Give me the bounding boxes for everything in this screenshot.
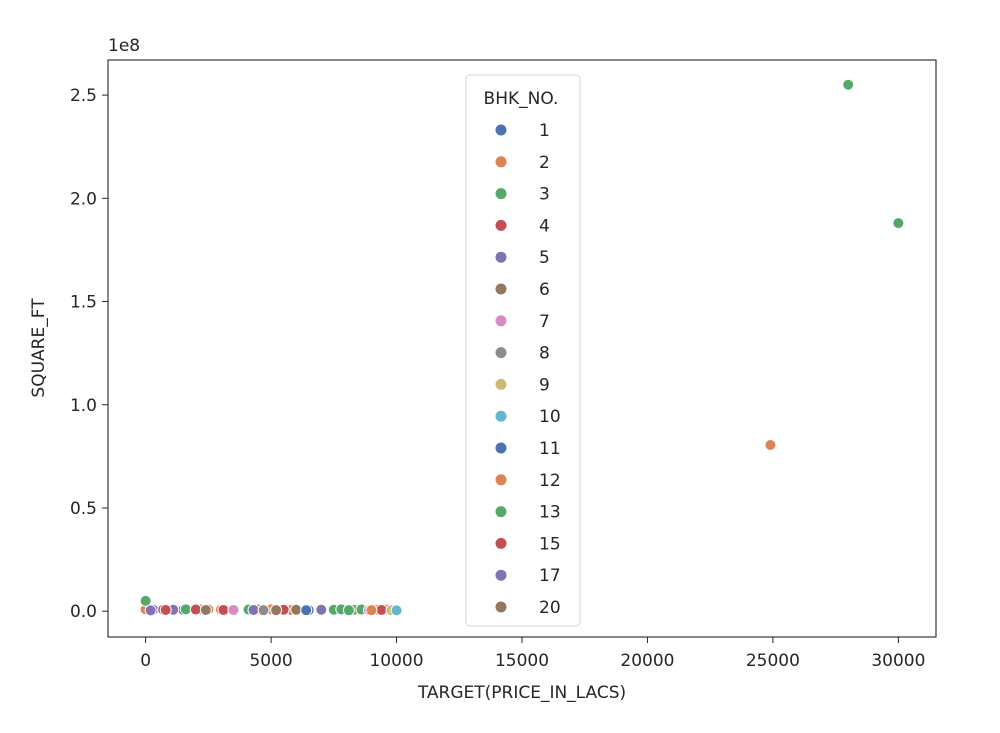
data-point: [179, 603, 192, 616]
y-tick-label: 1.5: [70, 293, 97, 313]
data-point: [199, 603, 212, 616]
legend-label: 13: [539, 503, 561, 523]
x-tick-label: 0: [140, 651, 151, 671]
legend-marker: [494, 473, 508, 487]
legend-label: 1: [539, 121, 550, 141]
legend-label: 5: [539, 248, 550, 268]
legend-marker: [494, 600, 508, 614]
legend-marker: [494, 250, 508, 264]
y-ticks: 0.0 0.5 1.0 1.5 2.0 2.5: [70, 86, 108, 622]
legend-label: 11: [539, 439, 561, 459]
legend-label: 9: [539, 375, 550, 395]
legend-title: BHK_NO.: [484, 89, 559, 109]
x-tick-label: 30000: [871, 651, 925, 671]
legend-label: 4: [539, 216, 550, 236]
data-point: [365, 604, 378, 617]
x-tick-label: 20000: [620, 651, 674, 671]
x-ticks: 0 5000 10000 15000 20000 25000 30000: [140, 637, 925, 671]
legend-label: 6: [539, 280, 550, 300]
points-layer: [139, 78, 905, 617]
data-point: [144, 604, 157, 617]
x-tick-label: 25000: [746, 651, 800, 671]
data-point: [270, 604, 283, 617]
data-point: [892, 217, 905, 230]
legend-marker: [494, 409, 508, 423]
data-point: [247, 603, 260, 616]
data-point: [764, 439, 777, 452]
legend-label: 20: [539, 598, 561, 618]
legend-label: 10: [539, 407, 561, 427]
data-point: [189, 603, 202, 616]
y-offset-label: 1e8: [108, 36, 140, 56]
data-point: [227, 603, 240, 616]
legend-marker: [494, 377, 508, 391]
data-point: [300, 604, 313, 617]
x-axis-label: TARGET(PRICE_IN_LACS): [417, 683, 626, 703]
x-tick-label: 15000: [495, 651, 549, 671]
data-point: [139, 594, 152, 607]
legend-box: [465, 74, 581, 627]
data-point: [290, 603, 303, 616]
y-tick-label: 1.0: [70, 396, 97, 416]
legend-label: 8: [539, 344, 550, 364]
legend-label: 2: [539, 153, 550, 173]
legend-label: 12: [539, 471, 561, 491]
legend-marker: [494, 123, 508, 137]
x-tick-label: 5000: [249, 651, 292, 671]
data-point: [217, 603, 230, 616]
y-tick-label: 2.0: [70, 189, 97, 209]
legend-marker: [494, 187, 508, 201]
legend-label: 3: [539, 185, 550, 205]
data-point: [842, 78, 855, 91]
legend-marker: [494, 346, 508, 360]
y-axis-label: SQUARE_FT: [29, 298, 49, 398]
data-point: [315, 603, 328, 616]
legend-marker: [494, 314, 508, 328]
y-tick-label: 0.0: [70, 602, 97, 622]
data-point: [257, 604, 270, 617]
legend-marker: [494, 505, 508, 519]
y-tick-label: 2.5: [70, 86, 97, 106]
legend-marker: [494, 568, 508, 582]
y-tick-label: 0.5: [70, 499, 97, 519]
legend-marker: [494, 536, 508, 550]
legend-label: 15: [539, 534, 561, 554]
data-point: [159, 603, 172, 616]
data-point: [390, 604, 403, 617]
data-point: [375, 603, 388, 616]
legend-label: 17: [539, 566, 561, 586]
x-tick-label: 10000: [369, 651, 423, 671]
legend-marker: [494, 282, 508, 296]
legend-marker: [494, 441, 508, 455]
legend-marker: [494, 155, 508, 169]
legend-label: 7: [539, 312, 550, 332]
data-point: [342, 604, 355, 617]
legend-marker: [494, 218, 508, 232]
